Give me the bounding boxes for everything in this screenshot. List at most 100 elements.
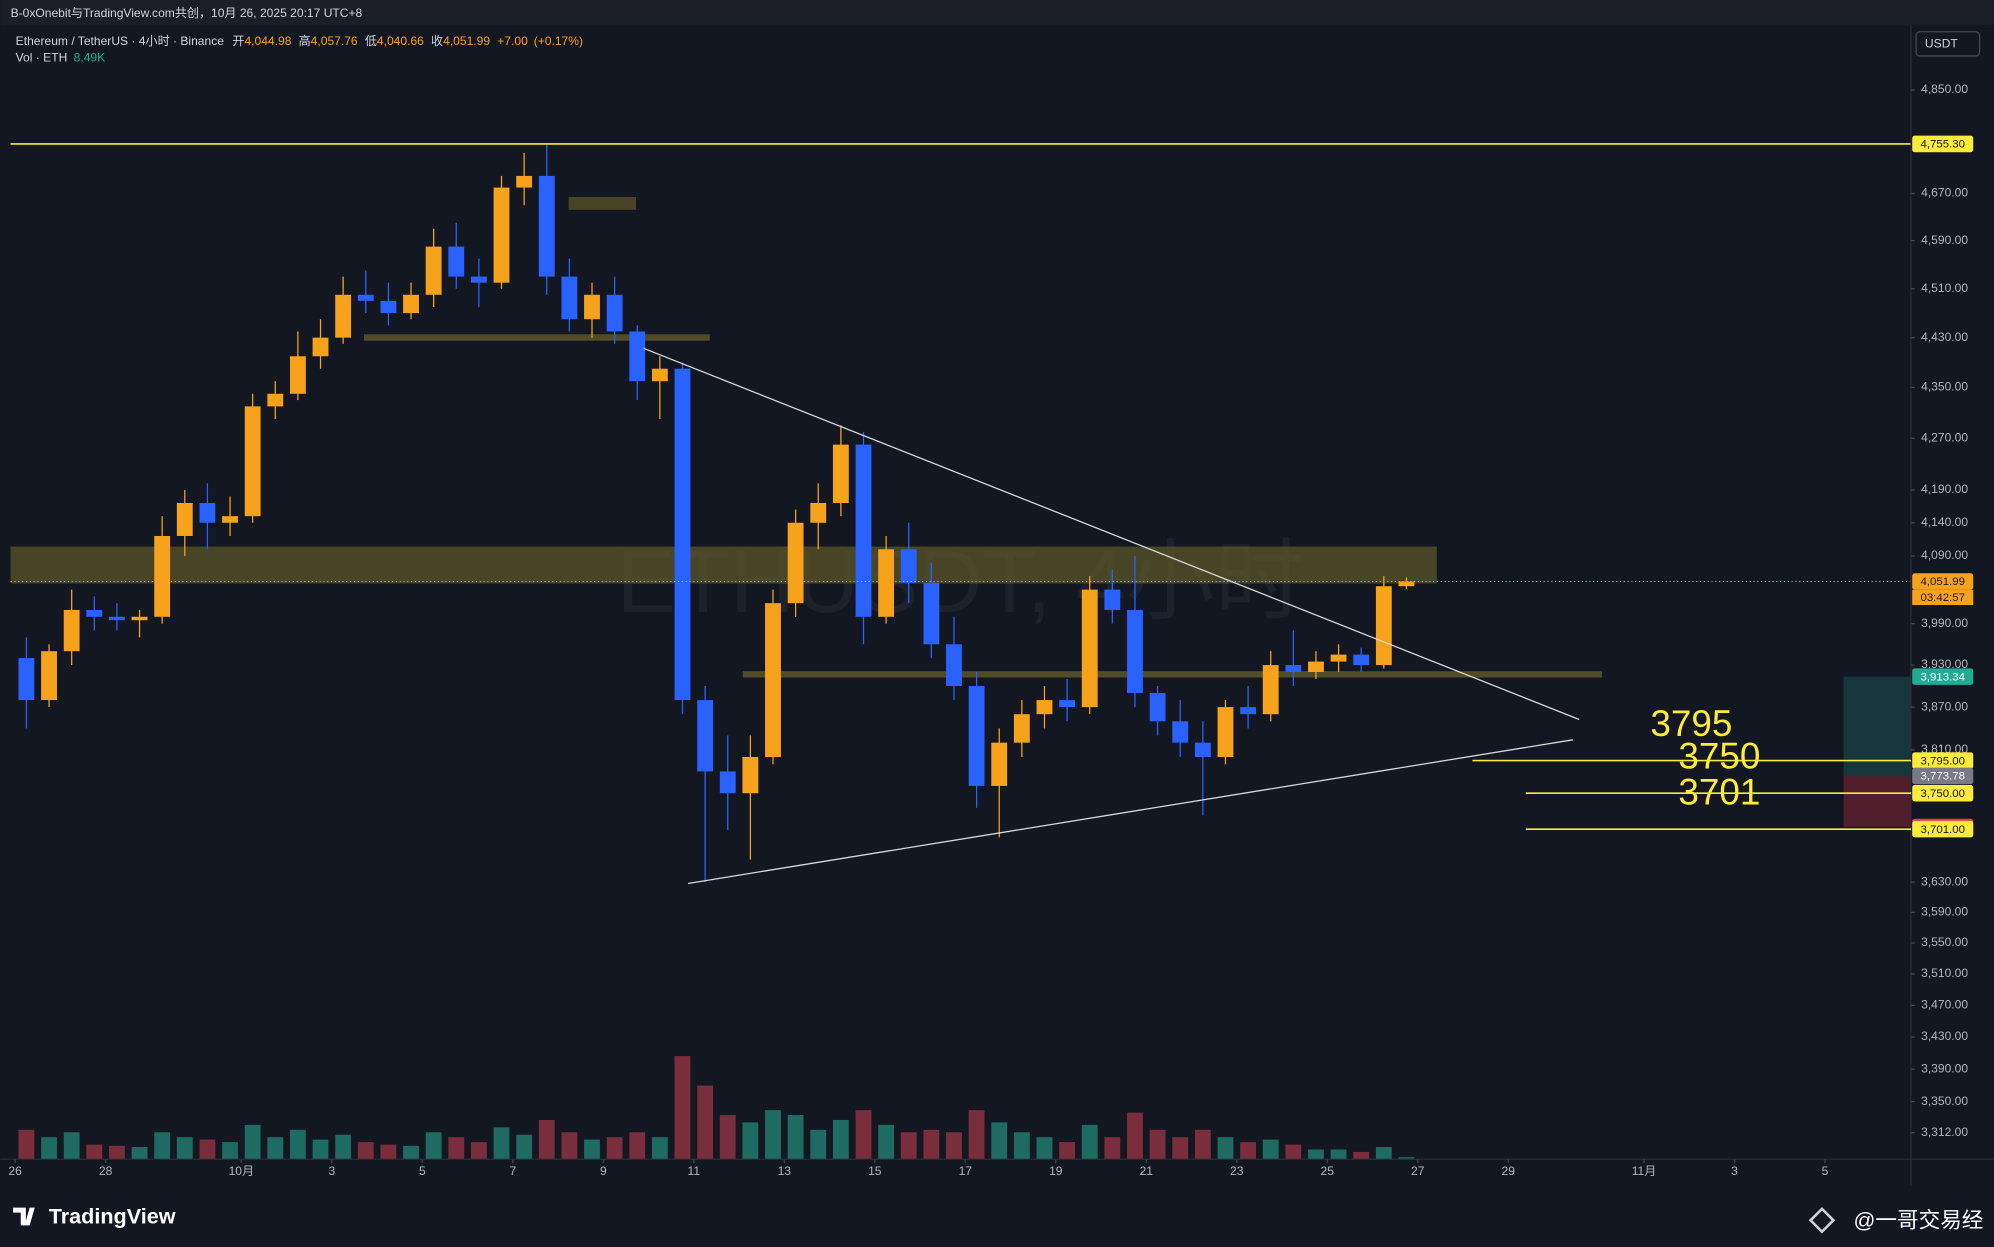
- legend-value: 4,051.99: [443, 34, 490, 48]
- volume-bar: [289, 1129, 306, 1160]
- countdown-badge: [1912, 589, 1974, 605]
- volume-bar: [1149, 1129, 1166, 1160]
- x-tick-label: 13: [778, 1164, 792, 1178]
- volume-bar: [968, 1110, 985, 1160]
- candle-body: [312, 337, 329, 357]
- volume-bar: [1308, 1149, 1324, 1160]
- volume-bar: [154, 1132, 171, 1160]
- volume-bar: [1262, 1139, 1279, 1160]
- level-label: 3701: [1678, 772, 1760, 813]
- candle-body: [41, 651, 57, 701]
- legend: Ethereum / TetherUS · 4小时 · Binance 开4,0…: [16, 33, 583, 48]
- candle-body: [244, 406, 261, 517]
- volume-bar: [425, 1132, 442, 1160]
- volume-bar: [855, 1110, 872, 1160]
- trend-line: [643, 347, 1580, 721]
- volume-bar: [1104, 1137, 1121, 1160]
- volume-bar: [1353, 1151, 1370, 1160]
- y-tick-label: 4,670.00: [1921, 186, 1968, 200]
- candle-body: [810, 502, 827, 523]
- candle-body: [1149, 693, 1166, 722]
- candle-body: [674, 368, 691, 701]
- price-badge: [1912, 784, 1974, 802]
- candle-body: [267, 393, 284, 407]
- y-tick-label: 3,510.00: [1921, 966, 1968, 980]
- x-tick-label: 11月: [1632, 1164, 1657, 1178]
- logo: [13, 1207, 35, 1226]
- volume-bar: [448, 1137, 465, 1160]
- price-badge: [1912, 767, 1974, 785]
- volume-bar: [923, 1129, 940, 1160]
- legend-change-pct: (+0.17%): [534, 34, 583, 48]
- zone: [10, 546, 1437, 584]
- y-tick-label: 3,350.00: [1921, 1094, 1968, 1108]
- y-tick-label: 4,270.00: [1921, 430, 1968, 444]
- volume-bar: [561, 1132, 578, 1160]
- volume-bar: [1217, 1137, 1234, 1160]
- candle-body: [946, 644, 962, 686]
- plot: [10, 143, 1911, 1160]
- candle-body: [538, 175, 555, 277]
- x-tick-label: 29: [1502, 1164, 1516, 1178]
- candle-body: [765, 603, 781, 758]
- legend-change: +7.00: [497, 34, 528, 48]
- price-badge: [1912, 668, 1974, 685]
- zone: [363, 334, 710, 341]
- volume-bar: [41, 1137, 57, 1160]
- candle-body: [199, 502, 216, 523]
- x-tick-label: 11: [688, 1164, 701, 1178]
- y-tick-label: 4,190.00: [1921, 482, 1968, 496]
- volume-bar: [878, 1124, 895, 1160]
- candle-body: [1375, 586, 1392, 666]
- currency[interactable]: USDT: [1925, 37, 1958, 51]
- candle-body: [1127, 609, 1143, 694]
- x-tick-label: 28: [99, 1164, 113, 1178]
- volume-bar: [470, 1142, 487, 1160]
- candle-body: [425, 246, 442, 295]
- candle-body: [855, 444, 872, 617]
- candle-body: [697, 700, 714, 772]
- y-tick-label: 3,550.00: [1921, 935, 1968, 949]
- candle-body: [1194, 742, 1211, 758]
- volume-bar: [1240, 1142, 1257, 1160]
- legend-value: 4,057.76: [311, 34, 358, 48]
- header-title: B-0xOnebit与TradingView.com共创，10月 26, 202…: [11, 6, 363, 20]
- candle-body: [968, 685, 985, 786]
- legend-key: 收: [431, 34, 443, 48]
- candle-body: [108, 616, 125, 621]
- candle-body: [289, 356, 306, 394]
- volume-bar: [1375, 1147, 1392, 1160]
- x-tick-label: 3: [328, 1164, 335, 1178]
- y-tick-label: 3,590.00: [1921, 905, 1968, 919]
- volume-bar: [357, 1142, 374, 1160]
- volume-bar: [18, 1129, 35, 1160]
- volume-bar: [108, 1145, 125, 1160]
- y-tick-label: 4,590.00: [1921, 233, 1968, 247]
- volume-bar: [176, 1137, 193, 1160]
- y-tick-label: 3,930.00: [1921, 657, 1968, 671]
- y-tick-label: 3,430.00: [1921, 1029, 1968, 1043]
- y-tick-label: 4,350.00: [1921, 380, 1968, 394]
- countdown: 03:42:57: [1920, 592, 1965, 604]
- volume-bar: [1398, 1157, 1415, 1160]
- price-badge-label: 3,913.34: [1920, 671, 1965, 683]
- target-zone: [1843, 676, 1911, 776]
- volume-bar: [1194, 1129, 1211, 1160]
- x-tick-label: 9: [600, 1164, 607, 1178]
- volume-bar: [516, 1134, 533, 1160]
- candle-body: [1308, 661, 1324, 673]
- candle-body: [1013, 714, 1030, 743]
- price-axis: [1910, 25, 1994, 1186]
- price-badge-label: 3,795.00: [1920, 755, 1965, 767]
- candle-body: [1172, 721, 1189, 743]
- candle-body: [900, 549, 917, 583]
- header-bar: [0, 0, 1994, 26]
- legend-value: 4,044.98: [244, 34, 291, 48]
- x-tick-label: 3: [1731, 1164, 1738, 1178]
- volume-bar: [335, 1134, 352, 1160]
- volume-bar: [1036, 1137, 1053, 1160]
- currency-button[interactable]: [1915, 31, 1981, 57]
- footer: [0, 1185, 1994, 1247]
